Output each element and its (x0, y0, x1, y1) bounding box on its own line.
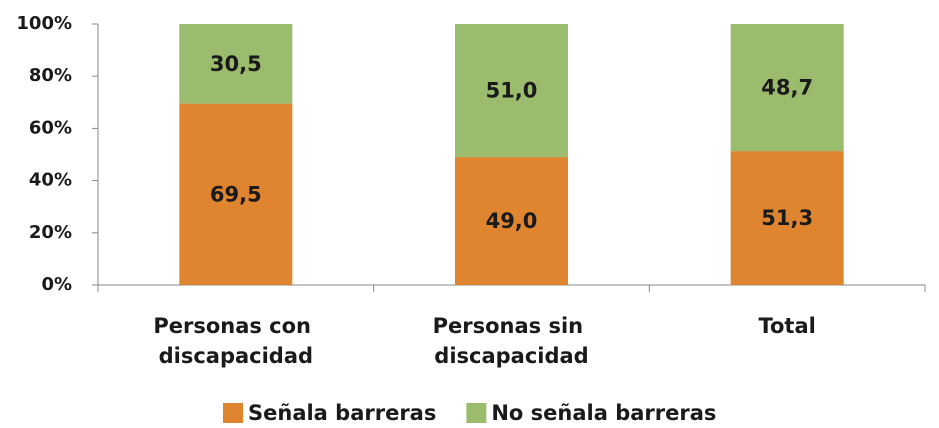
value-label: 48,7 (761, 76, 813, 100)
legend-swatch (223, 403, 243, 423)
value-label: 69,5 (210, 182, 262, 206)
y-tick-label: 80% (29, 65, 72, 86)
legend-label: No señala barreras (491, 401, 716, 425)
x-tick-label: Personas sin discapacidad (433, 314, 591, 368)
y-tick-label: 60% (29, 117, 72, 138)
y-tick-label: 40% (29, 170, 72, 191)
value-label: 51,0 (486, 79, 538, 103)
legend-label: Señala barreras (248, 401, 436, 425)
value-label: 51,3 (761, 206, 813, 230)
x-tick-label: Total (758, 314, 815, 338)
bar-segment (179, 24, 293, 104)
y-tick-label: 0% (41, 274, 72, 295)
y-tick-label: 20% (29, 222, 72, 243)
bar-segment (455, 24, 568, 158)
bar-segment (730, 151, 844, 285)
value-label: 49,0 (486, 209, 538, 233)
bar-segment (179, 103, 293, 285)
bar-segment (730, 24, 844, 152)
y-tick-label: 100% (16, 13, 72, 34)
legend-swatch (466, 403, 487, 423)
x-tick-label: Personas con discapacidad (153, 314, 318, 368)
value-label: 30,5 (210, 52, 262, 76)
bar-segment (455, 157, 568, 285)
